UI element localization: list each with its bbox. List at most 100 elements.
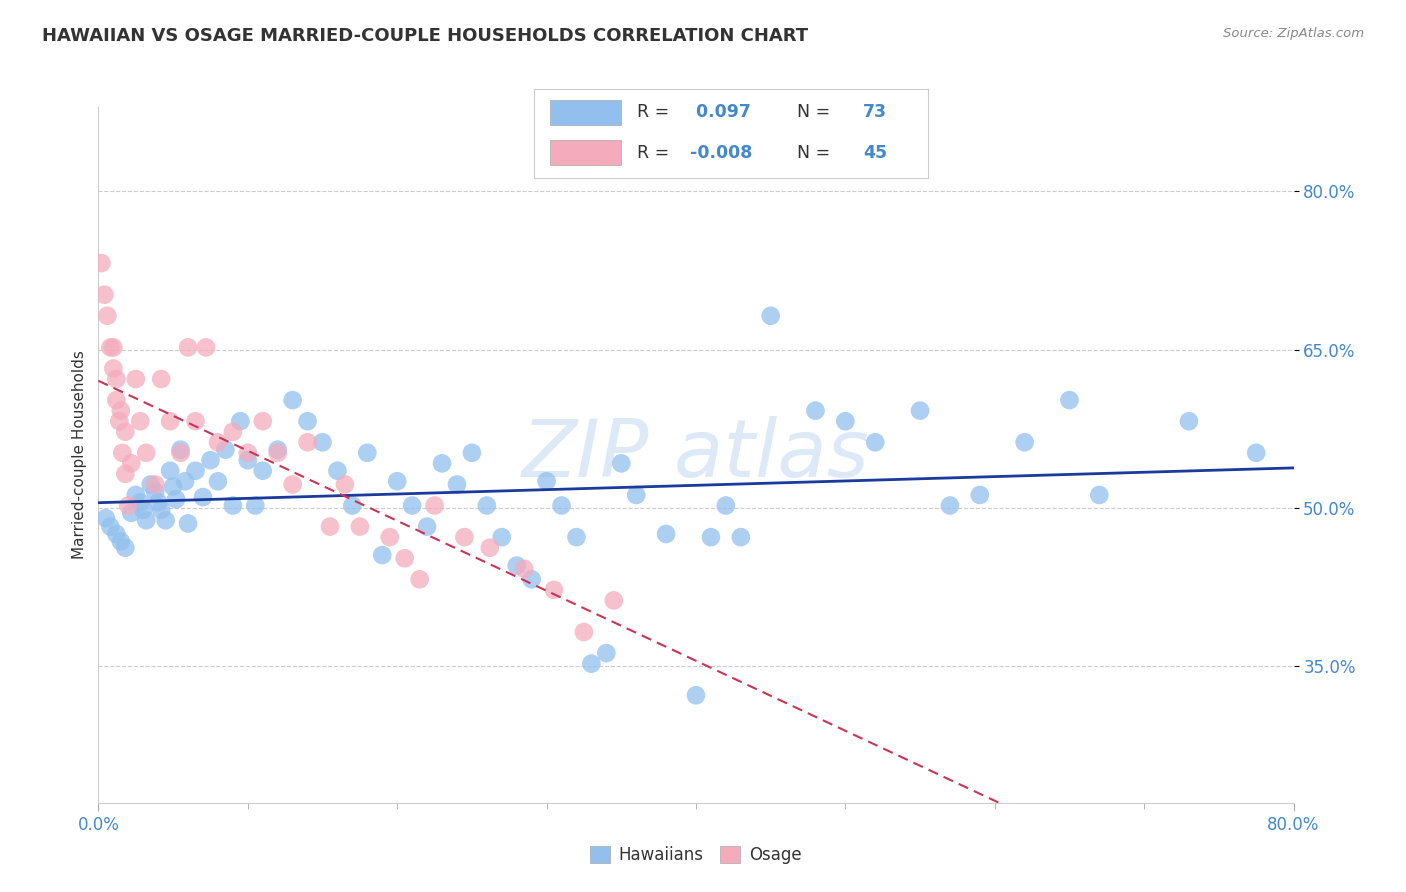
Point [730, 530, 752, 544]
Point [125, 372, 148, 386]
Point [125, 488, 148, 502]
Point [229, 414, 252, 428]
Point [132, 502, 155, 516]
Point [491, 530, 513, 544]
Point [129, 495, 152, 509]
Point [155, 513, 177, 527]
Point [222, 425, 245, 439]
Point [624, 488, 647, 502]
Bar [550, 140, 621, 165]
Point [194, 340, 218, 354]
Point [105, 527, 128, 541]
Point [550, 499, 572, 513]
Point [207, 435, 229, 450]
Point [245, 499, 267, 513]
Bar [550, 100, 621, 125]
Point [135, 446, 157, 460]
Point [174, 475, 197, 489]
Point [520, 572, 543, 586]
Point [700, 530, 723, 544]
Point [297, 414, 319, 428]
Text: -0.008: -0.008 [690, 144, 752, 161]
Point [148, 495, 170, 509]
Point [114, 467, 136, 481]
Point [143, 484, 166, 499]
Point [453, 530, 475, 544]
Point [143, 477, 166, 491]
Point [401, 499, 423, 513]
Text: ZIP atlas: ZIP atlas [522, 416, 870, 494]
Point [655, 527, 678, 541]
Point [103, 340, 125, 354]
Point [565, 530, 588, 544]
Point [408, 572, 430, 586]
Point [162, 479, 184, 493]
Point [267, 446, 290, 460]
Point [135, 513, 157, 527]
Point [475, 499, 498, 513]
Point [200, 453, 222, 467]
Point [103, 361, 125, 376]
Text: N =: N = [786, 144, 837, 161]
Point [908, 403, 931, 417]
Point [120, 456, 142, 470]
Point [371, 548, 394, 562]
Point [513, 562, 536, 576]
Point [536, 475, 558, 489]
Point [159, 414, 181, 428]
Point [236, 453, 259, 467]
Point [281, 393, 304, 408]
Point [114, 541, 136, 555]
Point [252, 414, 274, 428]
Point [394, 551, 416, 566]
Point [969, 488, 991, 502]
Point [236, 446, 259, 460]
Point [169, 446, 191, 460]
Point [169, 442, 191, 457]
Point [111, 446, 134, 460]
Point [342, 499, 364, 513]
Point [94, 511, 117, 525]
Point [378, 530, 401, 544]
Text: R =: R = [637, 103, 675, 121]
Point [129, 414, 152, 428]
Point [311, 435, 333, 450]
Point [610, 456, 633, 470]
Point [865, 435, 887, 450]
Y-axis label: Married-couple Households: Married-couple Households [72, 351, 87, 559]
Point [423, 499, 446, 513]
Point [93, 287, 115, 301]
Point [108, 414, 131, 428]
Point [177, 340, 200, 354]
Point [150, 502, 173, 516]
Point [714, 499, 737, 513]
Point [349, 519, 371, 533]
Point [267, 442, 290, 457]
Point [105, 372, 128, 386]
Point [416, 519, 439, 533]
Text: N =: N = [786, 103, 837, 121]
Text: Source: ZipAtlas.com: Source: ZipAtlas.com [1223, 27, 1364, 40]
Point [98, 340, 122, 354]
Point [603, 593, 626, 607]
Point [319, 519, 342, 533]
Point [117, 499, 139, 513]
Point [333, 477, 356, 491]
Text: HAWAIIAN VS OSAGE MARRIED-COUPLE HOUSEHOLDS CORRELATION CHART: HAWAIIAN VS OSAGE MARRIED-COUPLE HOUSEHO… [42, 27, 808, 45]
Point [1014, 435, 1036, 450]
Point [446, 477, 468, 491]
Point [207, 475, 229, 489]
Point [595, 646, 617, 660]
Point [581, 657, 603, 671]
Point [165, 492, 187, 507]
Point [385, 475, 409, 489]
Point [120, 506, 142, 520]
Point [1088, 488, 1111, 502]
Point [297, 435, 319, 450]
Point [939, 499, 962, 513]
Point [1244, 446, 1267, 460]
Point [506, 558, 529, 573]
Point [110, 534, 132, 549]
Point [804, 403, 827, 417]
Point [96, 309, 118, 323]
